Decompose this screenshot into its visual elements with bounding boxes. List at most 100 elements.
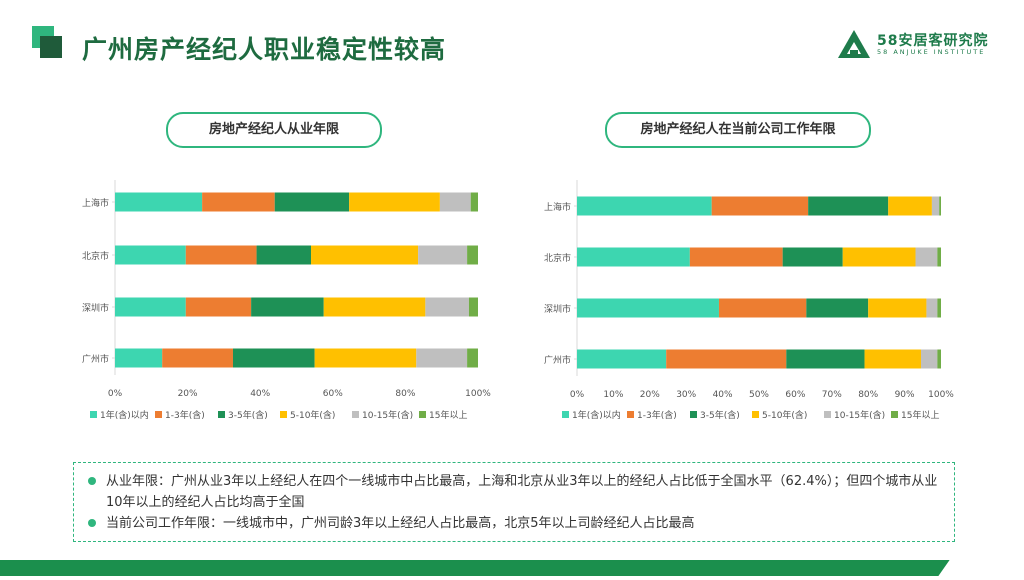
- note-item: 当前公司工作年限：一线城市中，广州司龄3年以上经纪人占比最高，北京5年以上司龄经…: [84, 513, 944, 534]
- bar-segment: [418, 245, 468, 265]
- legend-label: 1-3年(含): [637, 409, 677, 421]
- note-item: 从业年限：广州从业3年以上经纪人在四个一线城市中占比最高，上海和北京从业3年以上…: [84, 471, 944, 513]
- category-label: 深圳市: [544, 303, 571, 315]
- x-tick-label: 80%: [395, 389, 415, 399]
- logo-text: 58安居客研究院: [877, 33, 989, 49]
- page-title: 广州房产经纪人职业稳定性较高: [82, 35, 447, 64]
- x-tick-label: 60%: [785, 390, 805, 400]
- legend-swatch: [280, 411, 287, 418]
- bar-segment: [711, 196, 809, 216]
- legend-label: 15年以上: [429, 409, 467, 421]
- bar-segment: [926, 298, 938, 318]
- bar-segment: [808, 196, 889, 216]
- bar-segment: [577, 247, 690, 267]
- note-text: 从业年限：广州从业3年以上经纪人在四个一线城市中占比最高，上海和北京从业3年以上…: [106, 474, 938, 510]
- bar-segment: [842, 247, 916, 267]
- bar-segment: [185, 245, 257, 265]
- x-tick-label: 100%: [465, 389, 491, 399]
- bar-segment: [937, 349, 941, 369]
- bar-segment: [416, 348, 468, 368]
- x-tick-label: 50%: [749, 390, 769, 400]
- bar-segment: [577, 349, 667, 369]
- legend-swatch: [90, 411, 97, 418]
- bar-segment: [232, 348, 315, 368]
- bar-segment: [920, 349, 938, 369]
- notes-box: 从业年限：广州从业3年以上经纪人在四个一线城市中占比最高，上海和北京从业3年以上…: [73, 462, 955, 542]
- bar-segment: [718, 298, 807, 318]
- category-label: 上海市: [82, 197, 109, 209]
- bar-segment: [864, 349, 921, 369]
- bar-segment: [311, 245, 419, 265]
- x-tick-label: 0%: [108, 389, 123, 399]
- bar-segment: [115, 348, 163, 368]
- x-tick-label: 10%: [603, 390, 623, 400]
- bar-segment: [115, 245, 186, 265]
- bar-segment: [251, 297, 324, 317]
- footer-bar: [0, 560, 1024, 576]
- legend-label: 15年以上: [901, 409, 939, 421]
- bar-segment: [937, 247, 941, 267]
- bar-segment: [439, 192, 471, 212]
- bar-segment: [577, 298, 719, 318]
- legend-swatch: [155, 411, 162, 418]
- bullet-icon: [88, 477, 96, 485]
- bar-segment: [323, 297, 426, 317]
- bar-segment: [937, 298, 941, 318]
- legend-label: 3-5年(含): [228, 409, 268, 421]
- legend-swatch: [690, 411, 697, 418]
- legend-label: 10-15年(含): [834, 409, 885, 421]
- bar-segment: [666, 349, 787, 369]
- category-label: 上海市: [544, 201, 571, 213]
- bar-segment: [467, 245, 478, 265]
- legend-swatch: [419, 411, 426, 418]
- legend-swatch: [891, 411, 898, 418]
- x-tick-label: 20%: [178, 389, 198, 399]
- category-label: 广州市: [544, 354, 571, 366]
- bar-segment: [425, 297, 469, 317]
- x-tick-label: 70%: [822, 390, 842, 400]
- bar-segment: [467, 348, 478, 368]
- logo-subtitle: 58 ANJUKE INSTITUTE: [877, 48, 986, 56]
- legend-label: 1年(含)以内: [100, 409, 149, 421]
- logo: 58安居客研究院 58 ANJUKE INSTITUTE: [836, 28, 1006, 62]
- bar-segment: [868, 298, 927, 318]
- bar-segment: [314, 348, 417, 368]
- x-tick-label: 90%: [895, 390, 915, 400]
- category-label: 广州市: [82, 353, 109, 365]
- legend-swatch: [218, 411, 225, 418]
- bar-segment: [274, 192, 350, 212]
- bar-segment: [468, 297, 478, 317]
- bar-segment: [115, 192, 203, 212]
- legend-label: 10-15年(含): [362, 409, 413, 421]
- bar-segment: [256, 245, 312, 265]
- bar-segment: [939, 196, 941, 216]
- legend-swatch: [562, 411, 569, 418]
- category-label: 深圳市: [82, 302, 109, 314]
- legend-swatch: [352, 411, 359, 418]
- bar-segment: [931, 196, 940, 216]
- bar-segment: [185, 297, 252, 317]
- legend-swatch: [824, 411, 831, 418]
- x-tick-label: 100%: [928, 390, 954, 400]
- bar-segment: [349, 192, 440, 212]
- bar-segment: [806, 298, 869, 318]
- legend-label: 5-10年(含): [290, 409, 335, 421]
- bar-segment: [786, 349, 865, 369]
- category-label: 北京市: [82, 250, 109, 262]
- category-label: 北京市: [544, 252, 571, 264]
- x-tick-label: 0%: [570, 390, 585, 400]
- legend-label: 5-10年(含): [762, 409, 807, 421]
- x-tick-label: 40%: [713, 390, 733, 400]
- chart-title-right: 房地产经纪人在当前公司工作年限: [605, 112, 871, 148]
- bar-segment: [202, 192, 275, 212]
- bar-segment: [689, 247, 783, 267]
- note-text: 当前公司工作年限：一线城市中，广州司龄3年以上经纪人占比最高，北京5年以上司龄经…: [106, 516, 695, 531]
- legend-swatch: [752, 411, 759, 418]
- x-tick-label: 20%: [640, 390, 660, 400]
- legend-label: 1年(含)以内: [572, 409, 621, 421]
- legend-label: 3-5年(含): [700, 409, 740, 421]
- x-tick-label: 40%: [250, 389, 270, 399]
- bar-segment: [115, 297, 186, 317]
